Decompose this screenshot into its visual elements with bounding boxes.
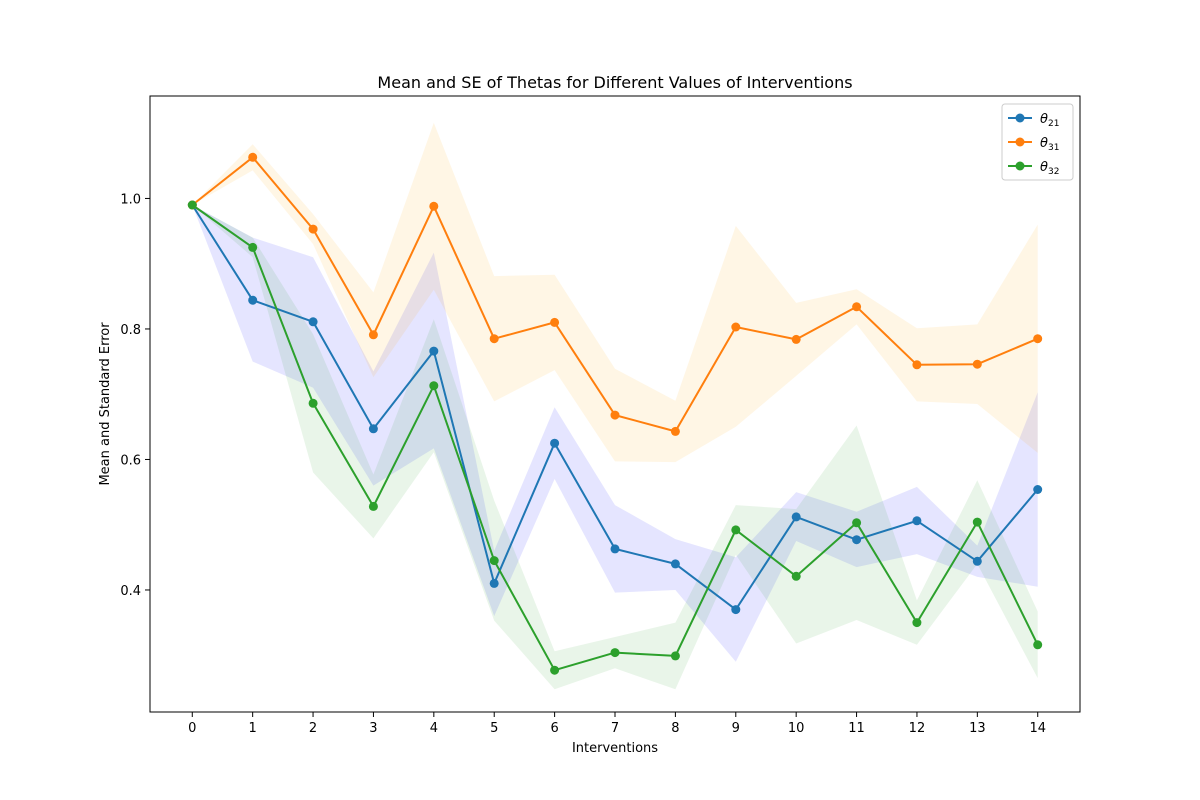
data-point (429, 201, 439, 211)
y-axis-label: Mean and Standard Error (98, 322, 113, 486)
data-point (972, 359, 982, 369)
error-bands (192, 122, 1038, 690)
x-axis: 0 1 2 3 4 5 6 7 8 9 10 11 12 13 14 (188, 712, 1046, 736)
data-point (248, 295, 258, 305)
data-point (248, 152, 258, 162)
x-tick-label: 2 (309, 721, 317, 736)
data-point (248, 242, 258, 252)
x-tick-label: 5 (490, 721, 498, 736)
data-point (731, 322, 741, 332)
legend-marker-2 (1015, 161, 1025, 171)
x-tick-label: 4 (430, 721, 438, 736)
data-point (610, 410, 620, 420)
x-tick-label: 7 (611, 721, 619, 736)
data-point (1033, 334, 1043, 344)
data-point (550, 317, 560, 327)
data-point (368, 501, 378, 511)
data-point (731, 525, 741, 535)
x-tick-label: 3 (369, 721, 377, 736)
data-point (368, 330, 378, 340)
legend-label-1: θ31 (1040, 136, 1059, 153)
data-points (187, 152, 1043, 675)
data-point (670, 651, 680, 661)
data-point (791, 334, 801, 344)
data-point (1033, 485, 1043, 494)
data-point (308, 398, 318, 408)
data-point (972, 556, 982, 566)
data-point (429, 381, 439, 391)
data-point (852, 518, 862, 528)
data-point (912, 516, 922, 526)
data-point (550, 438, 560, 448)
x-tick-label: 8 (671, 721, 679, 736)
y-tick-label: 0.6 (120, 453, 141, 468)
legend-label-0: θ21 (1040, 112, 1059, 129)
data-point (489, 578, 499, 588)
data-point (852, 535, 862, 545)
x-axis-label: Interventions (572, 741, 658, 756)
data-point (489, 556, 499, 566)
y-axis: 0.4 0.6 0.8 1.0 (120, 192, 150, 599)
x-tick-label: 13 (969, 721, 986, 736)
x-tick-label: 10 (788, 721, 805, 736)
x-tick-label: 0 (188, 721, 196, 736)
data-point (429, 346, 439, 356)
data-point (791, 571, 801, 581)
data-point (368, 424, 378, 434)
data-point (670, 559, 680, 569)
error-band-series-1 (192, 122, 1038, 463)
data-point (1033, 640, 1043, 650)
legend-marker-1 (1015, 137, 1025, 147)
data-point (308, 317, 318, 327)
error-band-series-2 (192, 205, 1038, 690)
y-tick-label: 1.0 (120, 192, 141, 207)
data-point (912, 360, 922, 370)
data-point (852, 302, 862, 312)
data-point (489, 334, 499, 344)
y-tick-label: 0.8 (120, 323, 141, 338)
data-point (610, 544, 620, 554)
data-point (308, 224, 318, 234)
error-band-series-0 (192, 205, 1038, 662)
legend-label-2: θ32 (1040, 160, 1059, 177)
data-point (791, 512, 801, 522)
data-point (670, 426, 680, 436)
data-point (187, 200, 197, 210)
legend-marker-0 (1015, 113, 1025, 123)
x-tick-label: 14 (1029, 721, 1046, 736)
legend: θ21 θ31 θ32 (1001, 103, 1074, 181)
x-tick-label: 11 (848, 721, 865, 736)
y-tick-label: 0.4 (120, 584, 141, 599)
data-point (550, 665, 560, 675)
x-tick-label: 12 (909, 721, 926, 736)
data-point (912, 618, 922, 628)
x-tick-label: 9 (732, 721, 740, 736)
data-point (972, 517, 982, 527)
x-tick-label: 1 (249, 721, 257, 736)
data-point (731, 605, 741, 615)
chart-title: Mean and SE of Thetas for Different Valu… (377, 73, 852, 92)
data-point (610, 648, 620, 658)
x-tick-label: 6 (550, 721, 558, 736)
legend-box (1001, 103, 1074, 181)
